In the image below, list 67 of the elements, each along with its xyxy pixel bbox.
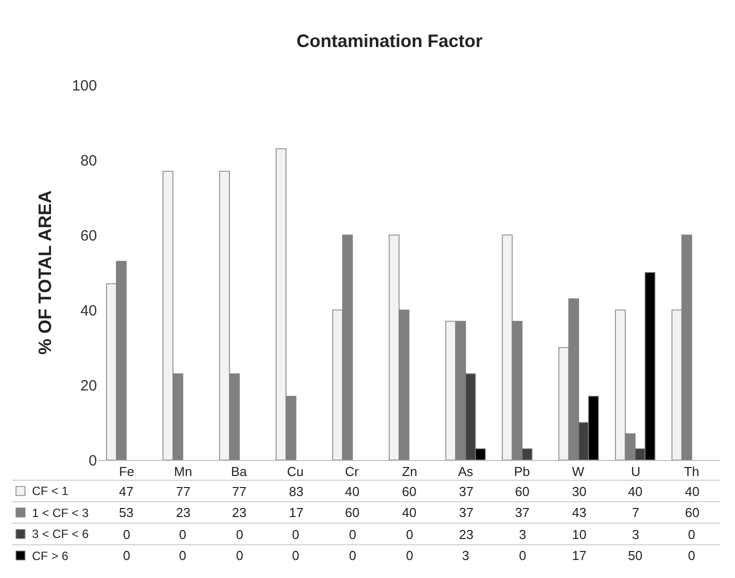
data-label: 60 [515,484,530,499]
data-label: 77 [232,484,246,499]
data-label: 40 [685,484,700,499]
data-label: 60 [345,505,360,520]
x-tick-label: Fe [119,464,134,479]
data-label: 0 [688,548,696,563]
y-tick-label: 60 [80,227,97,244]
x-tick-label: Th [684,464,700,479]
data-label: 17 [572,548,586,563]
legend-label: CF > 6 [32,549,69,563]
data-label: 0 [179,548,186,563]
y-tick-label: 40 [80,302,97,320]
data-label: 3 [462,548,470,563]
data-label: 60 [402,484,416,499]
y-tick-label: 0 [88,452,97,470]
x-tick-label: Mn [174,464,192,479]
data-label: 0 [292,527,300,542]
data-label: 37 [515,505,530,520]
data-label: 0 [236,548,244,563]
x-tick-label: Pb [514,464,530,479]
y-tick-label: 100 [72,77,97,94]
data-label: 0 [349,548,356,563]
data-label: 0 [123,548,130,563]
data-label: 37 [459,505,474,520]
data-label: 0 [236,527,244,542]
legend-label: 1 < CF < 3 [32,506,90,520]
data-label: 3 [519,527,526,542]
x-tick-label: Cu [287,464,304,479]
data-label: 0 [349,527,356,542]
x-tick-label: Ba [231,464,248,479]
data-label: 40 [345,484,360,499]
y-tick-label: 80 [80,152,97,170]
legend-label: 3 < CF < 6 [32,527,90,541]
data-label: 83 [289,484,304,499]
data-label: 0 [688,527,696,542]
data-label: 0 [292,548,300,563]
data-label: 53 [119,505,134,520]
data-label: 23 [232,505,246,520]
x-tick-label: U [631,464,640,479]
data-label: 47 [119,484,134,499]
data-label: 40 [628,484,642,499]
data-label: 77 [176,484,190,499]
data-label: 0 [519,548,526,563]
x-tick-label: Cr [345,464,360,479]
data-label: 0 [123,527,130,542]
data-label: 3 [632,527,640,542]
data-label: 23 [459,527,474,542]
data-label: 50 [628,548,642,563]
data-label: 60 [685,505,700,520]
data-label: 17 [289,505,304,520]
y-tick-label: 20 [80,377,97,394]
data-label: 30 [572,484,586,499]
data-label: 37 [459,484,474,499]
data-label: 10 [572,527,586,542]
data-label: 7 [632,505,640,520]
data-label: 0 [406,548,414,563]
data-label: 0 [406,527,414,542]
data-label: 23 [176,505,190,520]
data-label: 0 [179,527,186,542]
legend-label: CF < 1 [32,484,69,498]
y-axis-title: % OF TOTAL AREA [35,190,56,355]
x-tick-label: W [572,464,585,479]
data-label: 43 [572,505,586,520]
chart-title: Contamination Factor [296,30,483,51]
x-tick-label: As [458,464,474,479]
data-label: 40 [402,505,416,520]
x-tick-label: Zn [402,464,418,479]
